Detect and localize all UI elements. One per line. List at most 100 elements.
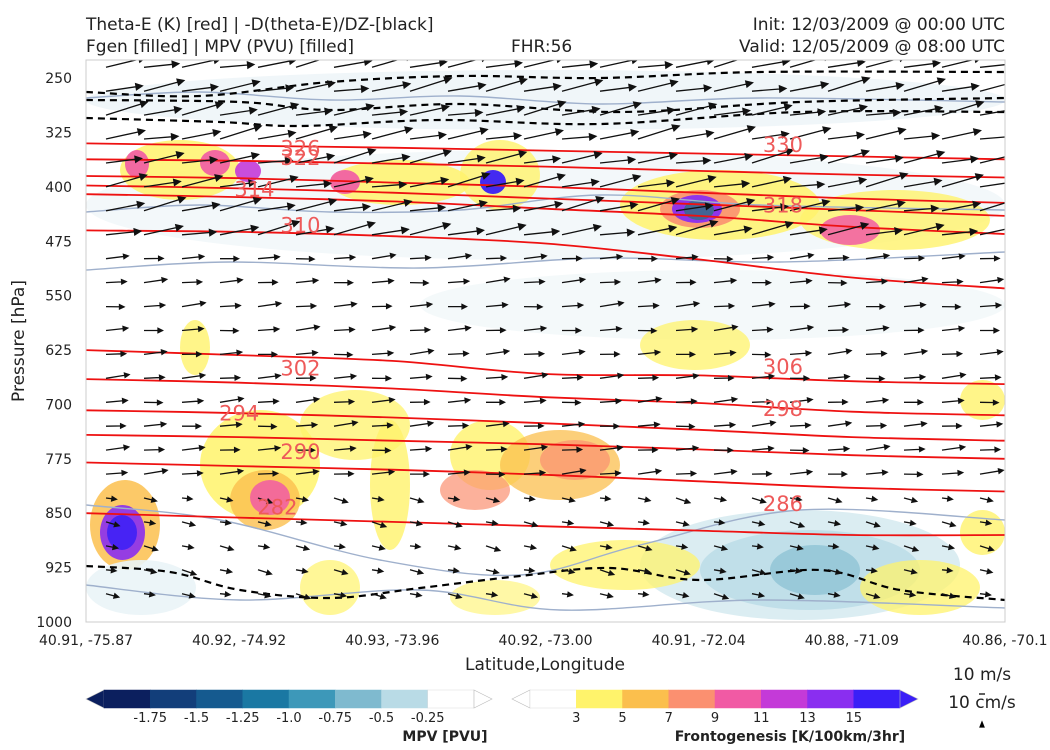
wind-vector (333, 373, 358, 380)
wind-vector (751, 520, 766, 527)
wind-vector (143, 446, 166, 453)
wind-vector (447, 469, 471, 476)
wind-vector (941, 82, 980, 92)
y-axis-ticks: 250 325 400 475 550 625 700 775 850 925 1000 (36, 71, 72, 631)
wind-ref-cms: 10 cm/s (948, 693, 1016, 713)
wind-vector (865, 81, 905, 92)
wind-vector (181, 253, 206, 261)
wind-vector (751, 254, 775, 261)
wind-vector (485, 496, 501, 504)
wind-vector (789, 567, 803, 574)
wind-vector (143, 78, 186, 92)
wind-vector (903, 222, 945, 236)
shaded-blob (820, 215, 880, 245)
wind-vector (941, 422, 963, 430)
wind-vector (827, 60, 866, 68)
wind-vector (523, 128, 564, 140)
wind-vector (105, 469, 129, 477)
wind-vector (257, 279, 279, 286)
wind-vector (295, 544, 311, 552)
wind-vector (181, 398, 205, 405)
wind-vector (181, 174, 224, 188)
y-tick-label: 550 (45, 289, 72, 305)
wind-vector (637, 106, 676, 116)
wind-vector (219, 277, 244, 284)
wind-vector (827, 497, 843, 504)
wind-vector (409, 203, 447, 212)
contour-label: 286 (763, 492, 803, 516)
wind-vector (257, 202, 296, 212)
plot-frame (85, 59, 1006, 623)
wind-vector (675, 592, 690, 599)
wind-vector (713, 349, 737, 357)
wind-vector (447, 350, 470, 357)
wind-vector (447, 397, 472, 404)
wind-vector (637, 61, 674, 70)
fgen-colorbar: 3 5 7 9 11 13 15 (511, 689, 919, 726)
wind-vector (903, 77, 946, 92)
wind-vector (600, 423, 621, 430)
wind-vector (371, 447, 392, 454)
colorbar-tick: 7 (665, 711, 673, 726)
wind-vector (751, 130, 790, 140)
mpv-outline (86, 504, 1005, 577)
wind-vector (865, 422, 888, 429)
wind-vector (789, 521, 806, 528)
x-axis-ticks: 40.91, -75.87 40.92, -74.92 40.93, -73.96 4… (39, 633, 1048, 649)
wind-vector (827, 104, 868, 116)
wind-vector (219, 106, 258, 116)
wind-vector (219, 152, 260, 164)
wind-vector (637, 468, 663, 475)
wind-vector (448, 303, 468, 310)
wind-vectors (105, 60, 1005, 600)
wind-vector (941, 397, 965, 405)
wind-vector (295, 496, 310, 503)
wind-vector (941, 567, 954, 574)
colorbar-tick: 13 (799, 711, 816, 726)
wind-vector (219, 349, 244, 356)
mpv-colorbar-label: MPV [PVU] (402, 729, 487, 745)
wind-vector (713, 125, 756, 140)
colorbar-arrow (85, 689, 105, 709)
wind-vector (751, 203, 789, 212)
wind-vector (561, 60, 599, 69)
wind-vector (675, 373, 700, 380)
wind-vector (485, 348, 511, 356)
wind-vector (523, 60, 562, 68)
wind-vector (789, 593, 805, 600)
wind-vector (485, 591, 499, 598)
wind-vector (143, 519, 157, 526)
wind-vector (105, 200, 146, 212)
wind-vector (257, 497, 274, 505)
wind-vector (105, 82, 144, 92)
title-line-1: Theta-E (K) [red] | -D(theta-E)/DZ-[blac… (86, 15, 434, 35)
wind-vector (485, 301, 509, 309)
wind-vector (561, 568, 576, 575)
title-line-2: Fgen [filled] | MPV (PVU) [filled] (86, 37, 355, 57)
wind-vector (257, 470, 280, 477)
contour-label: 330 (763, 133, 803, 157)
wind-vector (789, 153, 829, 164)
wind-vector (371, 396, 396, 404)
wind-vector (219, 567, 234, 575)
wind-vector (979, 302, 1003, 309)
wind-vector (219, 421, 243, 428)
colorbar-tick: 9 (711, 711, 719, 726)
wind-vector (599, 569, 616, 576)
wind-vector (257, 445, 282, 452)
wind-vector (637, 79, 679, 92)
wind-vector (561, 467, 587, 475)
wind-vector (865, 108, 902, 117)
wind-vector (523, 592, 539, 599)
wind-vector (485, 519, 499, 527)
wind-vector (105, 372, 131, 379)
wind-vector (979, 399, 1000, 406)
wind-vector (903, 496, 919, 504)
wind-vector (257, 156, 294, 165)
wind-vector (903, 132, 941, 141)
wind-vector (181, 201, 221, 212)
wind-vector (751, 373, 776, 380)
wind-vector (751, 445, 775, 452)
wind-vector (105, 278, 128, 286)
